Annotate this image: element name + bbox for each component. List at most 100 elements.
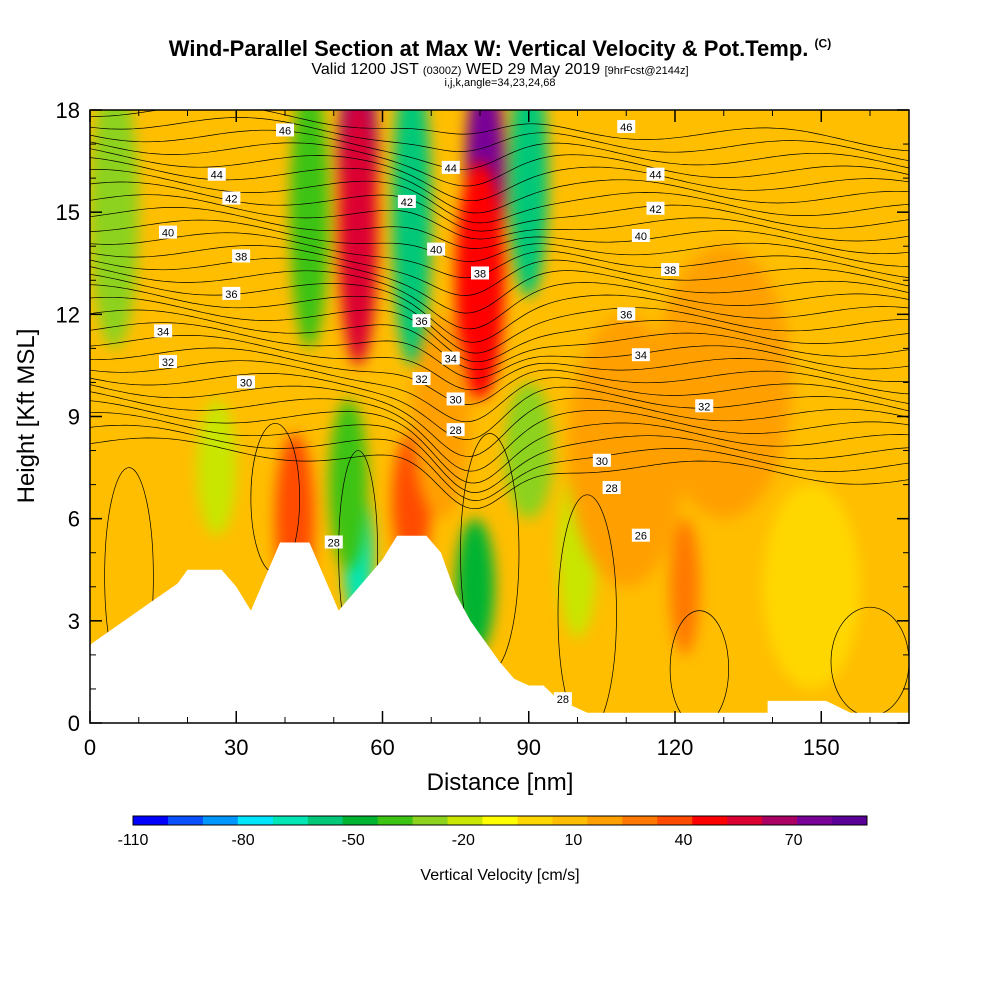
contour-label-bg xyxy=(471,266,489,280)
theta-contour-26 xyxy=(90,141,909,187)
contour-label-text: 40 xyxy=(430,245,442,257)
contour-label-23: 36 xyxy=(617,307,636,321)
velocity-feature-11 xyxy=(504,382,554,519)
contour-label-text: 44 xyxy=(445,163,457,175)
colorbar-swatch xyxy=(202,816,239,825)
contour-label-bg xyxy=(441,160,460,174)
contour-label-9: 42 xyxy=(397,194,416,209)
y-tick-label: 0 xyxy=(68,711,80,736)
theta-contour-17 xyxy=(90,245,909,296)
velocity-feature-1 xyxy=(338,110,378,366)
contour-label-5: 36 xyxy=(222,286,241,301)
contour-label-bg xyxy=(553,692,572,706)
contour-label-bg xyxy=(602,481,621,495)
contour-label-text: 32 xyxy=(162,357,174,369)
contour-label-bg xyxy=(159,355,177,369)
theta-contour-7 xyxy=(90,360,909,423)
contour-label-1: 44 xyxy=(207,167,226,182)
contour-label-bg xyxy=(631,528,650,542)
chart-title: Wind-Parallel Section at Max W: Vertical… xyxy=(0,36,1000,62)
theta-contour-16 xyxy=(90,257,909,314)
y-tick-label: 15 xyxy=(56,200,80,225)
contour-label-14: 34 xyxy=(441,351,460,366)
contour-label-text: 30 xyxy=(450,394,462,406)
theta-contour-15 xyxy=(90,266,909,330)
contour-label-bg xyxy=(646,167,665,181)
theta-contour-21 xyxy=(90,194,909,242)
contour-label-bg xyxy=(441,351,460,365)
low-level-contour-4 xyxy=(557,494,617,723)
x-tick-label: 90 xyxy=(517,735,541,760)
chart-title-text: Wind-Parallel Section at Max W: Vertical… xyxy=(168,36,809,61)
theta-contour-6 xyxy=(90,373,909,440)
theta-contour-13 xyxy=(90,284,909,354)
x-tick-label: 120 xyxy=(657,735,694,760)
contour-label-bg xyxy=(592,453,611,467)
x-tick-label: 0 xyxy=(84,735,96,760)
velocity-feature-5 xyxy=(509,110,549,298)
colorbar-tick-label: -110 xyxy=(118,832,149,849)
contour-label-bg xyxy=(631,348,650,362)
contour-label-20: 42 xyxy=(646,201,665,216)
contour-label-bg xyxy=(222,286,241,300)
colorbar-swatch xyxy=(167,816,204,825)
colorbar-swatch xyxy=(307,816,344,825)
velocity-feature-9 xyxy=(328,399,368,570)
velocity-feature-3 xyxy=(455,161,505,400)
contour-label-bg xyxy=(412,372,431,386)
colorbar-tick-label: 10 xyxy=(565,832,583,849)
theta-contour-12 xyxy=(90,296,909,363)
contour-label-text: 42 xyxy=(649,204,661,216)
contour-label-0: 46 xyxy=(276,123,294,137)
contour-label-text: 40 xyxy=(162,228,174,240)
contour-label-text: 30 xyxy=(240,377,252,389)
contour-label-bg xyxy=(154,324,173,338)
theta-contour-10 xyxy=(90,322,909,379)
contour-label-text: 40 xyxy=(635,231,647,243)
contour-label-bg xyxy=(207,167,226,181)
colorbar-swatch xyxy=(552,816,588,825)
velocity-feature-13 xyxy=(197,399,237,536)
colorbar-swatch xyxy=(237,816,274,825)
theta-contours xyxy=(90,110,909,723)
colorbar-swatch xyxy=(377,816,414,825)
contour-label-text: 30 xyxy=(596,456,608,468)
contour-label-11: 40 xyxy=(427,242,446,257)
theta-contour-19 xyxy=(90,219,909,267)
plot-area: 4644424038363432304244403836343230284644… xyxy=(90,110,909,723)
velocity-feature-4 xyxy=(392,110,432,366)
contour-label-text: 46 xyxy=(279,125,291,137)
colorbar-tick-label: -50 xyxy=(342,832,365,849)
contour-label-15: 32 xyxy=(412,372,431,386)
velocity-feature-17 xyxy=(411,314,471,519)
valid-time: Valid 1200 JST xyxy=(311,61,419,78)
contour-label-27: 28 xyxy=(602,481,621,495)
low-level-contour-5 xyxy=(669,610,729,723)
theta-contour-20 xyxy=(90,207,909,255)
contour-label-bg xyxy=(617,120,636,134)
contour-label-bg xyxy=(446,423,465,437)
contour-label-text: 44 xyxy=(211,170,223,182)
copyright-mark: (C) xyxy=(814,36,832,51)
section-info: i,j,k,angle=34,23,24,68 xyxy=(444,77,556,89)
x-tick-label: 60 xyxy=(370,735,394,760)
contour-label-24: 34 xyxy=(631,348,650,362)
contour-label-bg xyxy=(617,307,636,321)
contour-label-text: 34 xyxy=(445,354,457,366)
theta-contour-8 xyxy=(90,347,909,405)
contour-label-text: 34 xyxy=(635,350,647,362)
colorbar-tick-label: -80 xyxy=(232,832,255,849)
colorbar-swatch xyxy=(657,816,693,825)
colorbar-swatch xyxy=(587,816,623,825)
colorbar-tick-label: -20 xyxy=(452,832,475,849)
contour-label-text: 46 xyxy=(620,122,632,134)
colorbar-swatch xyxy=(272,816,309,825)
contour-labels: 4644424038363432304244403836343230284644… xyxy=(154,120,714,706)
theta-contour-27 xyxy=(90,129,909,170)
contour-label-text: 28 xyxy=(450,425,462,437)
contour-label-bg xyxy=(222,191,241,205)
x-tick-label: 30 xyxy=(224,735,248,760)
colorbar-swatch xyxy=(832,816,868,825)
contour-label-bg xyxy=(276,123,294,137)
